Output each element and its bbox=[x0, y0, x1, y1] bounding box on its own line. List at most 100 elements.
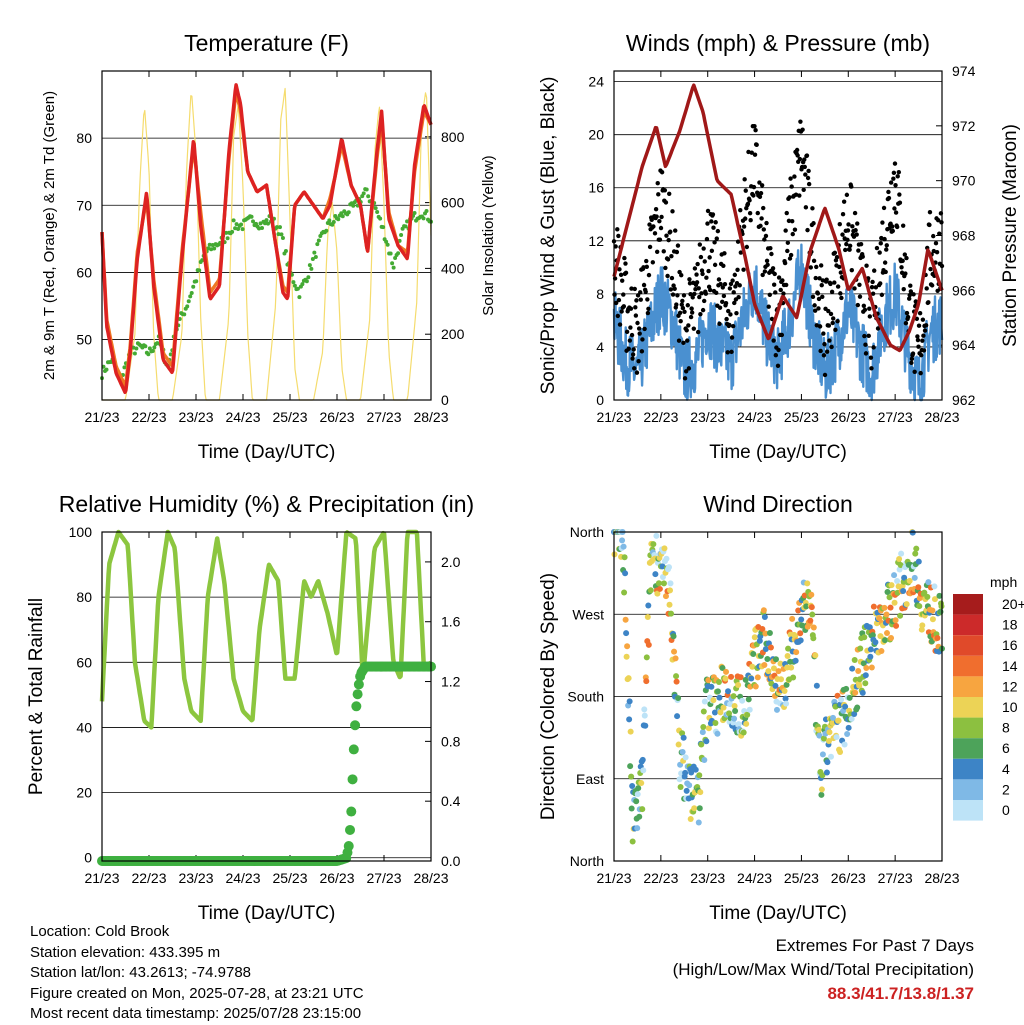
x-tick-label: 26/23 bbox=[319, 409, 354, 425]
point-direction bbox=[739, 697, 746, 704]
point-gust bbox=[921, 348, 927, 353]
point-dewpoint bbox=[307, 263, 312, 268]
point-gust bbox=[675, 243, 681, 248]
point-dewpoint bbox=[230, 229, 235, 234]
point-direction bbox=[726, 710, 733, 717]
point-direction bbox=[929, 616, 936, 623]
point-gust bbox=[844, 241, 849, 247]
point-gust bbox=[773, 290, 778, 295]
point-gust bbox=[860, 254, 865, 259]
point-dewpoint bbox=[316, 238, 321, 243]
point-gust bbox=[635, 320, 640, 326]
point-direction bbox=[867, 646, 874, 653]
point-gust bbox=[747, 198, 752, 203]
x-axis-label: Time (Day/UTC) bbox=[709, 903, 847, 924]
x-tick-label: 24/23 bbox=[225, 870, 260, 886]
x-tick-label: 21/23 bbox=[596, 870, 631, 886]
point-dewpoint bbox=[147, 346, 152, 351]
location-text: Location: Cold Brook bbox=[30, 923, 170, 940]
extremes-box: Extremes For Past 7 Days (High/Low/Max W… bbox=[673, 934, 974, 1006]
point-direction bbox=[701, 757, 708, 764]
x-tick-label: 27/23 bbox=[366, 870, 401, 886]
point-dewpoint bbox=[122, 365, 127, 370]
point-gust bbox=[697, 242, 703, 247]
point-direction bbox=[748, 675, 755, 682]
precip-y-tick-label: 0.4 bbox=[441, 793, 461, 809]
point-direction bbox=[789, 615, 796, 622]
point-direction bbox=[809, 611, 816, 618]
point-gust bbox=[769, 251, 774, 257]
point-gust bbox=[695, 261, 700, 267]
point-direction bbox=[671, 648, 678, 655]
point-gust bbox=[659, 214, 664, 220]
point-gust bbox=[828, 281, 833, 287]
point-direction bbox=[815, 726, 822, 733]
point-gust bbox=[720, 299, 725, 305]
point-dewpoint bbox=[191, 284, 196, 289]
legend-label: 6 bbox=[1002, 740, 1010, 756]
point-precipitation bbox=[348, 744, 359, 755]
point-direction bbox=[625, 675, 632, 682]
point-direction bbox=[623, 630, 630, 637]
temp-y-tick-label: 70 bbox=[76, 197, 92, 213]
point-gust bbox=[695, 329, 701, 335]
point-gust bbox=[821, 331, 826, 336]
point-gust bbox=[863, 342, 868, 347]
point-gust bbox=[699, 291, 704, 296]
point-gust bbox=[874, 245, 880, 251]
point-dewpoint bbox=[212, 246, 217, 251]
point-direction bbox=[876, 615, 883, 622]
point-direction bbox=[661, 545, 668, 552]
x-axis-label: Time (Day/UTC) bbox=[198, 903, 336, 924]
point-direction bbox=[931, 583, 938, 590]
point-direction bbox=[654, 590, 661, 597]
point-direction bbox=[762, 645, 769, 652]
legend-label: 16 bbox=[1002, 637, 1018, 653]
point-gust bbox=[869, 284, 875, 290]
point-direction bbox=[624, 643, 631, 650]
point-gust bbox=[892, 161, 898, 166]
x-tick-label: 21/23 bbox=[84, 409, 119, 425]
point-gust bbox=[878, 281, 883, 286]
point-direction bbox=[672, 655, 679, 662]
point-gust bbox=[702, 298, 707, 304]
point-gust bbox=[789, 184, 794, 189]
point-dewpoint bbox=[364, 187, 369, 192]
point-gust bbox=[843, 247, 848, 253]
point-gust bbox=[745, 201, 751, 207]
point-gust bbox=[904, 255, 909, 261]
point-direction bbox=[714, 688, 721, 695]
point-gust bbox=[811, 258, 817, 264]
point-gust bbox=[784, 210, 789, 216]
point-gust bbox=[635, 293, 641, 298]
point-gust bbox=[897, 200, 903, 205]
point-direction bbox=[662, 593, 669, 600]
plot-frame bbox=[613, 70, 943, 401]
point-gust bbox=[832, 250, 838, 255]
point-direction bbox=[820, 735, 827, 742]
point-gust bbox=[682, 376, 688, 381]
point-gust bbox=[665, 257, 671, 262]
point-direction bbox=[846, 694, 853, 701]
point-gust bbox=[776, 347, 781, 353]
x-axis-label: Time (Day/UTC) bbox=[709, 442, 847, 463]
point-direction bbox=[636, 813, 643, 820]
point-gust bbox=[923, 323, 929, 328]
point-dewpoint bbox=[260, 225, 265, 230]
point-gust bbox=[792, 174, 797, 179]
point-gust bbox=[916, 323, 922, 328]
point-gust bbox=[685, 303, 690, 308]
point-gust bbox=[704, 275, 709, 280]
point-gust bbox=[767, 292, 772, 297]
point-gust bbox=[615, 313, 621, 319]
point-gust bbox=[916, 344, 921, 349]
point-gust bbox=[717, 321, 722, 327]
point-gust bbox=[845, 228, 851, 233]
point-dewpoint bbox=[391, 265, 396, 270]
point-direction bbox=[888, 634, 895, 641]
point-gust bbox=[724, 316, 729, 322]
point-direction bbox=[627, 763, 634, 770]
point-gust bbox=[637, 331, 642, 336]
point-gust bbox=[900, 258, 905, 264]
point-gust bbox=[613, 300, 619, 306]
